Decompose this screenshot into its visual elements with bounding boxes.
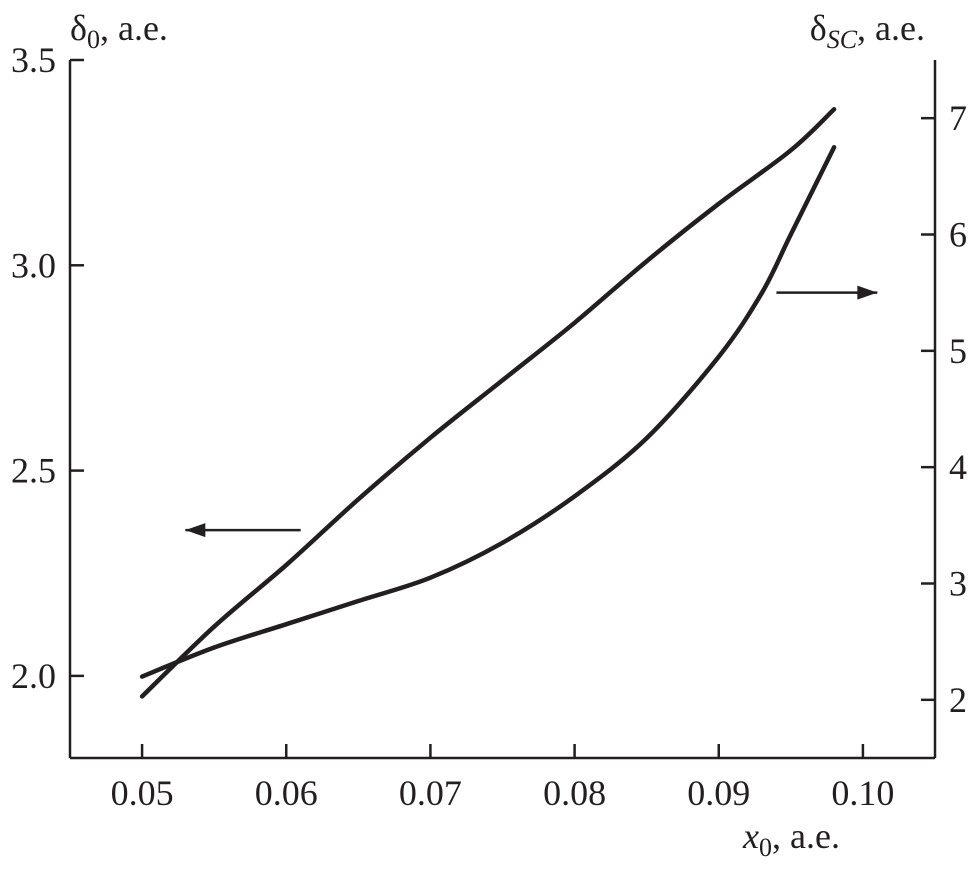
y-right-tick-label: 7 (949, 98, 967, 138)
y-right-title-subscript: SC (827, 25, 858, 54)
y-left-tick-label: 2.5 (11, 451, 56, 491)
x-tick-label: 0.08 (543, 773, 606, 813)
x-axis-title: x0, а.е. (742, 816, 840, 862)
y-right-tick-label: 4 (949, 447, 967, 487)
x-axis-title-suffix: , а.е. (772, 816, 840, 856)
left-series-arrow-head (185, 523, 206, 538)
x-axis-title-subscript: 0 (759, 833, 772, 862)
series-arrows (185, 285, 878, 538)
x-tick-label: 0.10 (831, 773, 894, 813)
x-tick-label: 0.09 (687, 773, 750, 813)
y-right-title-suffix: , а.е. (857, 8, 925, 48)
y-right-tick-label: 5 (949, 331, 967, 371)
axis-titles: δ0, а.е. δSC, а.е.x0, а.е. (70, 8, 925, 862)
y-left-title-subscript: 0 (87, 25, 100, 54)
y-right-tick-label: 2 (949, 680, 967, 720)
left-series-arrow (185, 523, 301, 538)
curves (139, 107, 837, 699)
y-left-title-suffix: , а.е. (100, 8, 168, 48)
y-left-tick-label: 3.5 (11, 40, 56, 80)
y-right-title: δSC, а.е. (810, 8, 925, 54)
x-axis-title-symbol: x (742, 816, 759, 856)
y-right-tick-label: 6 (949, 215, 967, 255)
y-right-title-symbol: δ (810, 8, 827, 48)
axes (68, 60, 937, 760)
right-series-arrow (776, 285, 878, 300)
deltaSC-curve (139, 145, 837, 679)
y-left-title: δ0, а.е. (70, 8, 168, 54)
x-tick-label: 0.06 (255, 773, 318, 813)
x-tick-label: 0.05 (111, 773, 174, 813)
right-series-arrow-head (857, 285, 878, 300)
y-left-title-symbol: δ (70, 8, 87, 48)
ticks: 0.05 0.06 0.07 0.08 0.09 0.10 2.0 2.5 3.0 3.5 2 3 4 5… (11, 40, 967, 813)
y-right-tick-label: 3 (949, 564, 967, 604)
x-tick-label: 0.07 (399, 773, 462, 813)
y-left-tick-label: 3.0 (11, 245, 56, 285)
delta0-curve (139, 107, 837, 699)
y-left-tick-label: 2.0 (11, 656, 56, 696)
